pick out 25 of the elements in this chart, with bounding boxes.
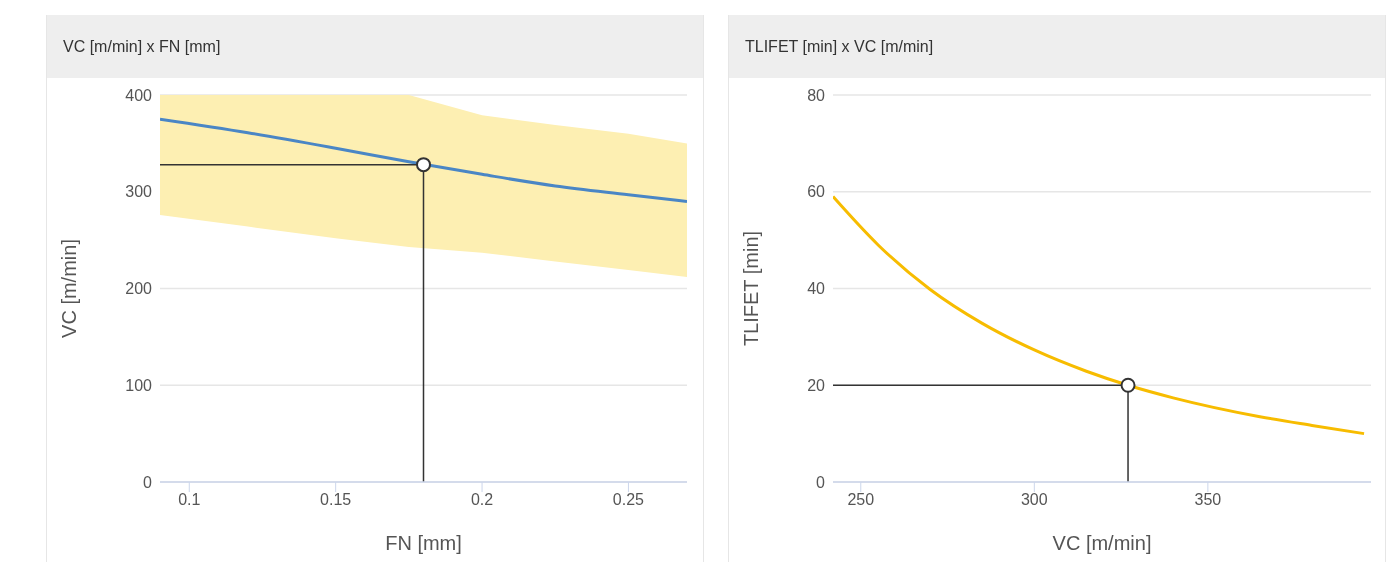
y-tick-label: 0 <box>816 473 826 491</box>
x-tick-label: 0.25 <box>612 491 645 509</box>
y-axis-title: VC [m/min] <box>58 239 81 338</box>
x-axis-title: VC [m/min] <box>1052 532 1152 554</box>
x-tick-label: 250 <box>847 491 875 509</box>
y-tick-label: 20 <box>807 376 826 394</box>
x-tick-label: 300 <box>1020 491 1048 509</box>
y-tick-label: 400 <box>125 86 153 104</box>
y-tick-label: 80 <box>807 86 826 104</box>
x-tick-label: 0.2 <box>470 491 494 509</box>
y-tick-label: 100 <box>125 376 153 394</box>
y-tick-label: 300 <box>125 183 153 201</box>
line-series <box>160 117 687 203</box>
y-tick-label: 0 <box>143 473 153 491</box>
y-tick-label: 60 <box>807 183 826 201</box>
y-tick-label: 200 <box>125 280 153 298</box>
y-axis-title: TLIFET [min] <box>740 230 763 347</box>
x-tick-label: 350 <box>1194 491 1222 509</box>
x-tick-label: 0.1 <box>178 491 201 509</box>
x-axis-title: FN [mm] <box>385 532 462 554</box>
x-tick-label: 0.15 <box>320 491 352 509</box>
line-series <box>833 195 1366 436</box>
chart-title: TLIFET [min] x VC [m/min] <box>729 15 1385 78</box>
chart-title: VC [m/min] x FN [mm] <box>47 15 703 78</box>
y-tick-label: 40 <box>807 280 826 298</box>
